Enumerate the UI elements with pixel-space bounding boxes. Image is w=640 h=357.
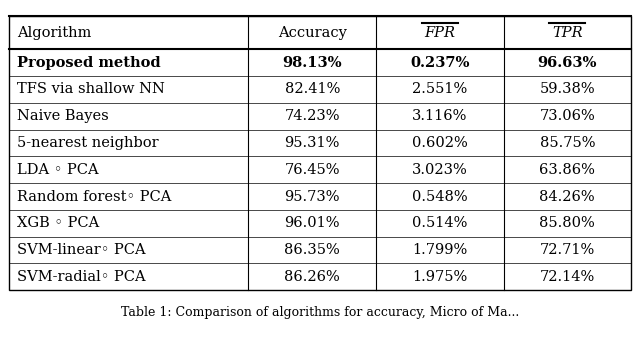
Text: Table 1: Comparison of algorithms for accuracy, Micro of Ma...: Table 1: Comparison of algorithms for ac… (121, 306, 519, 319)
Text: 3.023%: 3.023% (412, 163, 468, 177)
Text: 95.31%: 95.31% (285, 136, 340, 150)
Text: 0.514%: 0.514% (412, 216, 467, 230)
Text: Naive Bayes: Naive Bayes (17, 109, 108, 123)
Text: Random forest◦ PCA: Random forest◦ PCA (17, 190, 171, 203)
Text: TFS via shallow NN: TFS via shallow NN (17, 82, 164, 96)
Text: 76.45%: 76.45% (284, 163, 340, 177)
Text: 86.35%: 86.35% (284, 243, 340, 257)
Text: Algorithm: Algorithm (17, 26, 91, 40)
Text: Accuracy: Accuracy (278, 26, 347, 40)
Text: 63.86%: 63.86% (540, 163, 595, 177)
Text: 95.73%: 95.73% (284, 190, 340, 203)
Text: 5-nearest neighbor: 5-nearest neighbor (17, 136, 158, 150)
Text: 1.975%: 1.975% (412, 270, 467, 284)
Text: 74.23%: 74.23% (284, 109, 340, 123)
Text: 0.548%: 0.548% (412, 190, 468, 203)
Text: SVM-linear◦ PCA: SVM-linear◦ PCA (17, 243, 145, 257)
Text: 82.41%: 82.41% (285, 82, 340, 96)
Text: 85.80%: 85.80% (540, 216, 595, 230)
Text: 86.26%: 86.26% (284, 270, 340, 284)
Text: 59.38%: 59.38% (540, 82, 595, 96)
Text: 3.116%: 3.116% (412, 109, 467, 123)
Text: 72.14%: 72.14% (540, 270, 595, 284)
Text: 98.13%: 98.13% (282, 56, 342, 70)
Text: 85.75%: 85.75% (540, 136, 595, 150)
Text: 0.237%: 0.237% (410, 56, 470, 70)
Text: FPR: FPR (424, 26, 455, 40)
Text: 72.71%: 72.71% (540, 243, 595, 257)
Text: 96.01%: 96.01% (284, 216, 340, 230)
Text: XGB ◦ PCA: XGB ◦ PCA (17, 216, 99, 230)
Text: 73.06%: 73.06% (540, 109, 595, 123)
Text: TPR: TPR (552, 26, 582, 40)
Text: 0.602%: 0.602% (412, 136, 468, 150)
Text: Proposed method: Proposed method (17, 56, 160, 70)
Text: LDA ◦ PCA: LDA ◦ PCA (17, 163, 99, 177)
Text: 96.63%: 96.63% (538, 56, 597, 70)
Text: SVM-radial◦ PCA: SVM-radial◦ PCA (17, 270, 145, 284)
Text: 84.26%: 84.26% (540, 190, 595, 203)
Text: 1.799%: 1.799% (412, 243, 467, 257)
Text: 2.551%: 2.551% (412, 82, 467, 96)
